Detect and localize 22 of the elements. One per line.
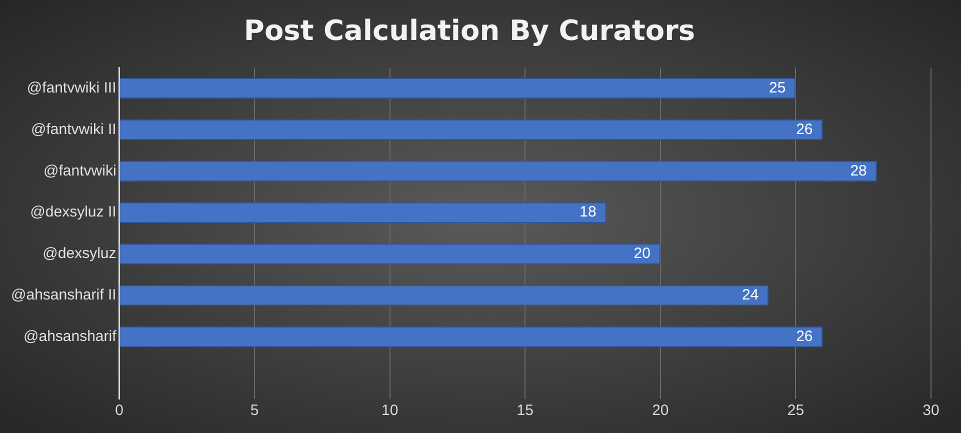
y-tick-label: @ahsansharif [23, 328, 118, 346]
y-tick-label: @fantvwiki [44, 162, 116, 180]
x-tick-label: 0 [115, 402, 124, 420]
data-label: 26 [796, 120, 813, 138]
x-tick-label: 5 [250, 402, 259, 420]
data-label: 28 [850, 162, 867, 180]
y-tick-label: @dexsyluz II [30, 204, 116, 221]
y-tick-label: @fantvwiki II [31, 120, 116, 138]
x-tick-label: 15 [516, 402, 534, 420]
data-label: 25 [769, 79, 786, 96]
x-tick-label: 20 [652, 402, 669, 420]
data-label: 18 [580, 204, 596, 221]
data-label: 20 [634, 245, 650, 262]
y-tick-label: @dexsyluz [42, 245, 116, 262]
x-tick-label: 30 [922, 402, 940, 420]
chart-title: Post Calculation By Curators [244, 14, 696, 48]
data-label: 24 [742, 286, 759, 304]
y-tick-label: @fantvwiki III [26, 79, 116, 96]
data-label: 26 [796, 328, 813, 346]
x-tick-label: 25 [787, 402, 804, 420]
x-tick-label: 10 [382, 402, 398, 420]
y-tick-label: @ahsansharif II [10, 286, 116, 304]
